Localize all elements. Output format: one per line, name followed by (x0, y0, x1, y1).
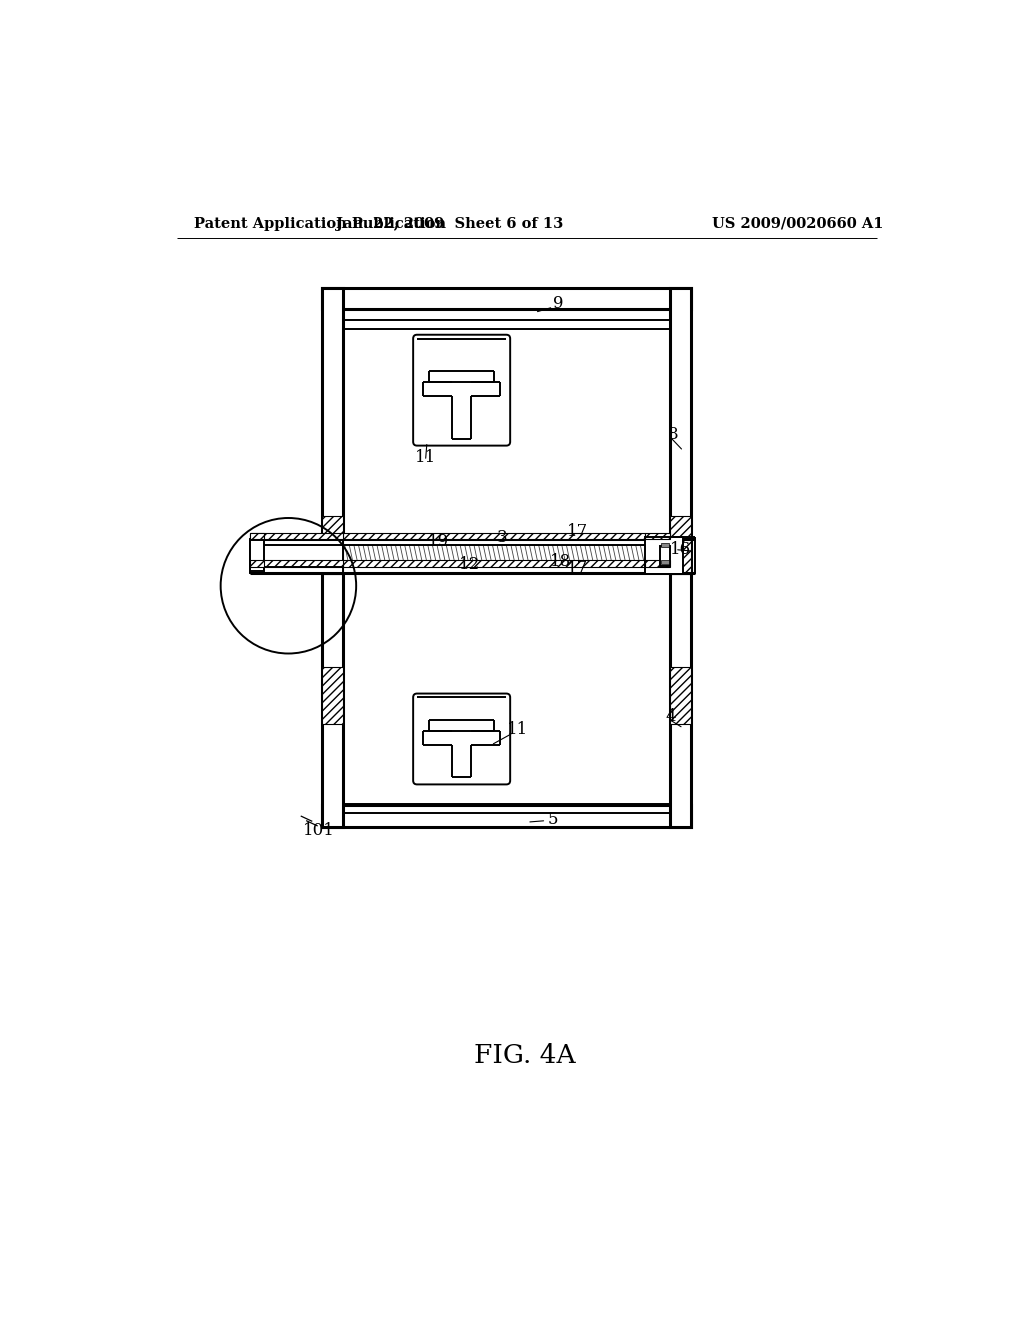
Text: Patent Application Publication: Patent Application Publication (194, 216, 445, 231)
Text: Jan. 22, 2009  Sheet 6 of 13: Jan. 22, 2009 Sheet 6 of 13 (337, 216, 564, 231)
Text: 101: 101 (303, 822, 335, 840)
Text: 12: 12 (459, 557, 480, 573)
Bar (645, 537, 683, 574)
Text: 18: 18 (550, 553, 570, 570)
Bar (645, 533, 670, 539)
Bar (250, 560, 343, 566)
Text: 17: 17 (566, 560, 588, 577)
Bar (343, 533, 645, 539)
Text: 5: 5 (547, 810, 558, 828)
Bar (670, 516, 691, 574)
Text: 19: 19 (428, 533, 450, 550)
Bar (250, 533, 343, 539)
Text: 16: 16 (670, 541, 691, 558)
Bar (322, 288, 691, 309)
Bar (322, 288, 343, 826)
Bar (645, 560, 670, 566)
Bar (322, 516, 343, 574)
Bar (670, 288, 691, 826)
FancyBboxPatch shape (413, 335, 510, 446)
Bar (322, 805, 691, 826)
FancyBboxPatch shape (413, 693, 510, 784)
Bar (250, 539, 343, 573)
Bar (343, 539, 670, 573)
Bar (250, 540, 264, 572)
Bar (670, 667, 691, 725)
Bar (250, 560, 264, 566)
Bar (662, 560, 669, 564)
Bar (662, 543, 669, 548)
Text: 11: 11 (415, 449, 436, 466)
Text: 3: 3 (497, 529, 507, 545)
Text: US 2009/0020660 A1: US 2009/0020660 A1 (712, 216, 884, 231)
Text: 11: 11 (507, 721, 527, 738)
Text: 17: 17 (566, 523, 588, 540)
Bar (250, 533, 264, 539)
Bar (343, 560, 645, 566)
Text: 9: 9 (553, 294, 563, 312)
Bar (660, 545, 670, 566)
Bar (322, 667, 343, 725)
Text: 8: 8 (668, 425, 679, 442)
Text: FIG. 4A: FIG. 4A (474, 1043, 575, 1068)
Text: 4: 4 (666, 708, 677, 725)
